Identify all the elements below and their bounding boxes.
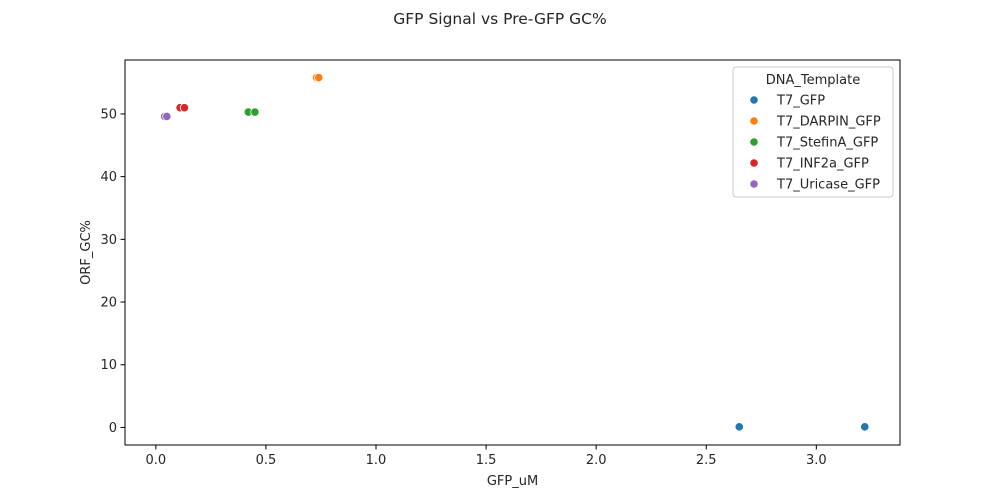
legend-label-T7_StefinA_GFP: T7_StefinA_GFP: [776, 136, 878, 151]
x-tick-label: 3.0: [806, 453, 827, 468]
data-point-T7_INF2a_GFP-1: [179, 103, 190, 113]
legend-box: [732, 66, 894, 198]
y-axis-label: ORF_GC%: [79, 220, 94, 285]
legend-label-T7_DARPIN_GFP: T7_DARPIN_GFP: [776, 115, 881, 130]
x-tick-label: 2.5: [696, 453, 717, 468]
x-tick-label: 0.5: [256, 453, 277, 468]
x-tick-label: 1.5: [476, 453, 497, 468]
data-point-T7_StefinA_GFP-1: [250, 107, 260, 117]
y-tick-label: 40: [100, 170, 117, 185]
legend-marker-T7_StefinA_GFP: [749, 137, 759, 147]
legend-label-T7_GFP: T7_GFP: [776, 94, 825, 109]
y-tick-label: 20: [100, 296, 117, 311]
y-tick-label: 10: [100, 358, 117, 373]
y-axis: 0 10 20 30 40 50: [100, 107, 125, 436]
data-point-T7_GFP-1: [860, 422, 870, 432]
x-tick-label: 1.0: [366, 453, 387, 468]
legend-marker-T7_INF2a_GFP: [749, 158, 759, 168]
x-axis: 0.0 0.5 1.0 1.5 2.0 2.5 3.0: [145, 445, 827, 468]
data-point-T7_DARPIN_GFP-1: [314, 72, 324, 83]
data-point-T7_GFP-0: [734, 422, 744, 432]
y-tick-label: 0: [109, 421, 117, 436]
data-points: [160, 72, 870, 432]
x-tick-label: 0.0: [145, 453, 166, 468]
y-tick-label: 50: [100, 107, 117, 122]
chart-title: GFP Signal vs Pre-GFP GC%: [393, 10, 606, 28]
legend-marker-T7_Uricase_GFP: [749, 179, 759, 189]
legend: DNA_Template T7_GFP T7_DARPIN_GFP T7_Stefi…: [732, 66, 894, 198]
legend-entries: T7_GFP T7_DARPIN_GFP T7_StefinA_GFP T7_INF2…: [749, 94, 881, 193]
data-point-T7_Uricase_GFP-1: [162, 111, 172, 122]
legend-marker-T7_GFP: [749, 95, 759, 105]
legend-label-T7_INF2a_GFP: T7_INF2a_GFP: [776, 157, 869, 172]
x-axis-label: GFP_uM: [487, 474, 538, 489]
legend-title: DNA_Template: [766, 73, 860, 88]
y-tick-label: 30: [100, 233, 117, 248]
x-tick-label: 2.0: [586, 453, 607, 468]
legend-label-T7_Uricase_GFP: T7_Uricase_GFP: [776, 178, 880, 193]
legend-marker-T7_DARPIN_GFP: [749, 116, 759, 126]
